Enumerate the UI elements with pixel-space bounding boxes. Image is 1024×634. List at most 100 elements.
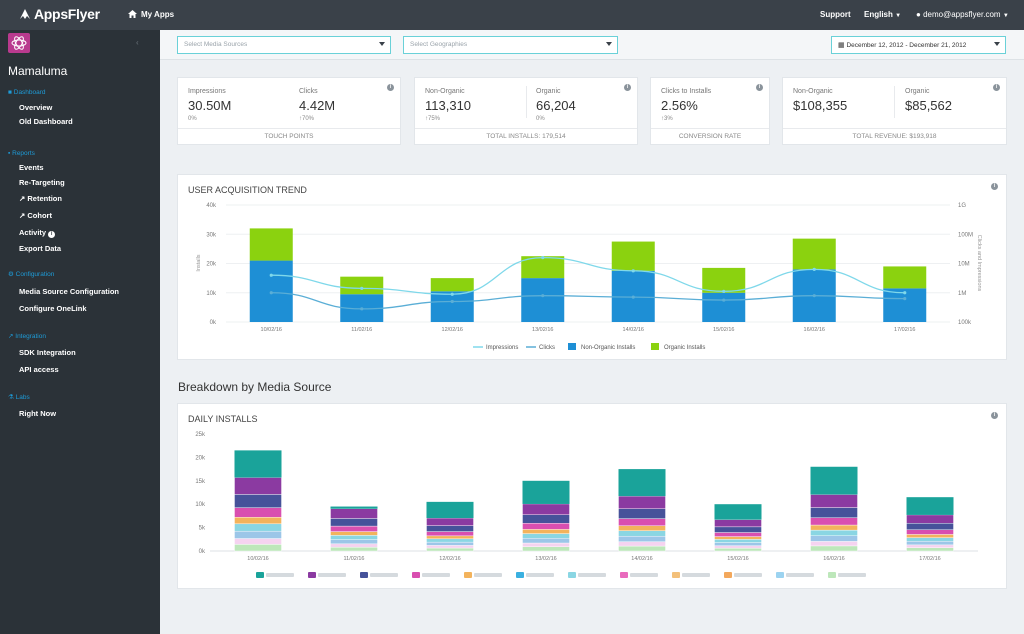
- x-tick-label: 12/02/16: [439, 556, 460, 562]
- stack-segment: [330, 543, 378, 548]
- sidebar-item-re-targeting[interactable]: Re-Targeting: [19, 178, 65, 187]
- my-apps-link[interactable]: My Apps: [128, 10, 174, 19]
- legend-label-clicks: Clicks: [539, 345, 555, 351]
- user-acquisition-trend-chart: 0k 10k 20k 30k 40k 100k 1M 10M 100M 1G Installs Cli…: [196, 203, 982, 351]
- bar-non-organic-installs: [521, 278, 565, 322]
- arrow-up-icon: ↑: [425, 116, 428, 122]
- date-range-value: December 12, 2012 - December 21, 2012: [846, 42, 967, 49]
- stack-segment: [330, 518, 378, 527]
- info-icon[interactable]: i: [756, 84, 763, 91]
- stack-segment: [522, 529, 570, 534]
- stack-segment: [522, 546, 570, 552]
- section-label: Configuration: [15, 271, 55, 278]
- sidebar-item-cohort[interactable]: ↗ Cohort: [19, 211, 52, 220]
- clicks-value: 4.42M: [299, 98, 336, 113]
- y2-axis-label: Clicks and Impressions: [976, 235, 982, 292]
- legend-label-blurred: [838, 573, 866, 577]
- impressions-change: 0%: [188, 116, 197, 122]
- stack-segment: [618, 495, 666, 509]
- point-clicks: [269, 291, 273, 295]
- sidebar-section-integration[interactable]: ↗ Integration: [8, 332, 46, 340]
- breakdown-section-title: Breakdown by Media Source: [178, 380, 332, 394]
- y-tick-label: 40k: [206, 203, 217, 209]
- stack-segment: [714, 526, 762, 533]
- sidebar-item-right-now[interactable]: Right Now: [19, 409, 57, 418]
- x-tick-label: 15/02/16: [727, 556, 748, 562]
- sidebar-section-labs[interactable]: ⚗ Labs: [8, 393, 30, 401]
- info-icon[interactable]: i: [991, 412, 998, 419]
- stack-segment: [426, 547, 474, 552]
- sidebar-item-export-data[interactable]: Export Data: [19, 244, 62, 253]
- divider: [894, 86, 895, 118]
- sidebar-item-configure-onelink[interactable]: Configure OneLink: [19, 304, 87, 313]
- media-sources-select[interactable]: Select Media Sources: [177, 36, 391, 54]
- point-clicks: [541, 294, 545, 298]
- sidebar-item-events[interactable]: Events: [19, 163, 44, 172]
- stack-segment: [906, 514, 954, 524]
- user-menu[interactable]: ● demo@appsflyer.com ▼: [916, 10, 1009, 19]
- stack-segment: [810, 535, 858, 542]
- sidebar-item-media-source-configuration[interactable]: Media Source Configuration: [19, 287, 120, 296]
- bar-organic-installs: [883, 266, 927, 289]
- info-icon[interactable]: i: [991, 183, 998, 190]
- info-icon[interactable]: i: [993, 84, 1000, 91]
- impressions-label: Impressions: [188, 88, 226, 95]
- stack-segment: [330, 539, 378, 545]
- dashboard-icon: ■: [8, 89, 12, 96]
- stack-segment: [714, 542, 762, 546]
- bar-organic-installs: [340, 276, 384, 295]
- x-tick-label: 13/02/16: [532, 327, 553, 333]
- point-clicks: [722, 298, 726, 302]
- legend-label-blurred: [786, 573, 814, 577]
- sidebar-item-old-dashboard[interactable]: Old Dashboard: [19, 117, 73, 126]
- clicks-change-value: 70%: [302, 116, 315, 122]
- sidebar-section-reports[interactable]: ▪ Reports: [8, 150, 35, 157]
- y-axis-label: Installs: [196, 254, 202, 271]
- app-icon[interactable]: [8, 33, 30, 53]
- bar-non-organic-installs: [702, 292, 746, 322]
- calendar-icon: ▦: [838, 42, 845, 49]
- sidebar-item-sdk-integration[interactable]: SDK Integration: [19, 348, 76, 357]
- stack-segment-top: [426, 501, 474, 519]
- stack-segment: [906, 529, 954, 535]
- appsflyer-logo[interactable]: AppsFlyer: [18, 6, 100, 22]
- stack-segment: [522, 503, 570, 515]
- stack-segment: [810, 541, 858, 547]
- sidebar-item-activity[interactable]: Activity i: [19, 228, 56, 238]
- legend-label-non-organic-installs: Non-Organic Installs: [581, 345, 635, 351]
- info-icon[interactable]: i: [624, 84, 631, 91]
- daily-installs-card: DAILY INSTALLS i 0k 5k 10k 15k 20k 25k 10/02/1…: [177, 403, 1007, 589]
- point-clicks: [903, 297, 907, 301]
- sidebar-item-api-access[interactable]: API access: [19, 365, 59, 374]
- support-link[interactable]: Support: [820, 10, 851, 19]
- organic-change: 0%: [536, 116, 545, 122]
- bar-organic-installs: [249, 228, 293, 261]
- chevron-down-icon: [379, 42, 385, 46]
- stack-segment-top: [810, 466, 858, 495]
- stack-segment: [810, 507, 858, 518]
- sidebar-section-dashboard[interactable]: ■ Dashboard: [8, 89, 46, 96]
- date-range-picker[interactable]: ▦ December 12, 2012 - December 21, 2012: [831, 36, 1006, 54]
- sidebar-item-retention[interactable]: ↗ Retention: [19, 194, 62, 203]
- non-organic-installs-value: 113,310: [425, 98, 472, 113]
- sidebar-item-overview[interactable]: Overview: [19, 103, 53, 112]
- x-tick-label: 15/02/16: [713, 327, 734, 333]
- stack-segment: [810, 545, 858, 552]
- info-icon[interactable]: i: [387, 84, 394, 91]
- language-menu[interactable]: English ▼: [864, 10, 901, 19]
- stack-segment: [714, 532, 762, 537]
- geographies-select[interactable]: Select Geographies: [403, 36, 618, 54]
- legend-swatch: [568, 572, 576, 578]
- line-impressions: [271, 256, 905, 295]
- y-tick-label: 10k: [206, 291, 217, 297]
- stack-segment: [426, 535, 474, 540]
- y-tick-label: 20k: [195, 455, 206, 461]
- stack-segment: [522, 523, 570, 530]
- x-tick-label: 14/02/16: [631, 556, 652, 562]
- stack-segment-top: [234, 450, 282, 478]
- collapse-sidebar-icon[interactable]: ‹: [136, 38, 139, 47]
- stack-segment-top: [906, 497, 954, 515]
- x-tick-label: 16/02/16: [804, 327, 825, 333]
- sidebar-section-configuration[interactable]: ⚙ Configuration: [8, 270, 54, 278]
- stack-segment: [906, 544, 954, 548]
